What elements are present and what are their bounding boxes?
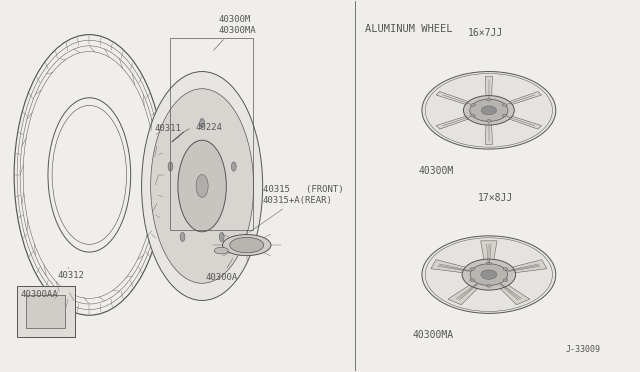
Circle shape <box>470 267 475 270</box>
Circle shape <box>486 262 492 265</box>
Circle shape <box>471 114 476 117</box>
Ellipse shape <box>141 71 262 301</box>
Circle shape <box>486 119 491 122</box>
Text: 40315   (FRONT)
40315+A(REAR): 40315 (FRONT) 40315+A(REAR) <box>249 185 343 232</box>
Ellipse shape <box>178 140 227 232</box>
Text: 17×8JJ: 17×8JJ <box>477 193 513 203</box>
Circle shape <box>502 114 507 117</box>
Ellipse shape <box>180 232 185 241</box>
Text: J-33009: J-33009 <box>565 345 600 354</box>
Ellipse shape <box>220 232 224 241</box>
Ellipse shape <box>168 162 173 171</box>
Ellipse shape <box>150 89 253 283</box>
Polygon shape <box>509 260 547 273</box>
Text: 40300MA: 40300MA <box>412 330 454 340</box>
Ellipse shape <box>231 162 236 171</box>
Polygon shape <box>485 124 492 144</box>
Text: 40300AA: 40300AA <box>20 290 58 299</box>
Polygon shape <box>448 284 479 305</box>
Circle shape <box>486 98 491 101</box>
Circle shape <box>470 279 475 282</box>
Ellipse shape <box>196 174 208 198</box>
Text: 16×7JJ: 16×7JJ <box>468 28 503 38</box>
Ellipse shape <box>223 235 271 256</box>
Text: 40300M: 40300M <box>419 166 454 176</box>
Ellipse shape <box>422 71 556 149</box>
Circle shape <box>481 270 497 279</box>
Polygon shape <box>508 92 541 105</box>
Polygon shape <box>485 76 492 97</box>
Polygon shape <box>431 260 468 273</box>
Polygon shape <box>499 284 530 305</box>
Ellipse shape <box>470 99 508 121</box>
Polygon shape <box>481 241 497 261</box>
Circle shape <box>471 104 476 106</box>
Polygon shape <box>508 116 541 129</box>
Text: 40311: 40311 <box>154 124 181 138</box>
Ellipse shape <box>463 96 515 125</box>
Bar <box>170 38 253 230</box>
Circle shape <box>503 279 508 282</box>
Text: 40300A: 40300A <box>205 259 237 282</box>
Circle shape <box>481 106 497 115</box>
Ellipse shape <box>200 118 205 128</box>
Text: ALUMINUM WHEEL: ALUMINUM WHEEL <box>365 24 452 34</box>
Circle shape <box>503 267 508 270</box>
Ellipse shape <box>214 247 228 254</box>
Ellipse shape <box>470 264 508 285</box>
Text: 40312: 40312 <box>58 267 84 280</box>
Ellipse shape <box>230 237 264 253</box>
Text: 40300M
40300MA: 40300M 40300MA <box>214 15 255 50</box>
Ellipse shape <box>462 259 516 290</box>
Polygon shape <box>436 116 470 129</box>
Ellipse shape <box>422 236 556 313</box>
Text: 40224: 40224 <box>196 123 223 132</box>
Circle shape <box>486 284 492 287</box>
Circle shape <box>502 104 507 106</box>
Polygon shape <box>436 92 470 105</box>
Bar <box>26 295 65 328</box>
Bar <box>17 286 75 337</box>
